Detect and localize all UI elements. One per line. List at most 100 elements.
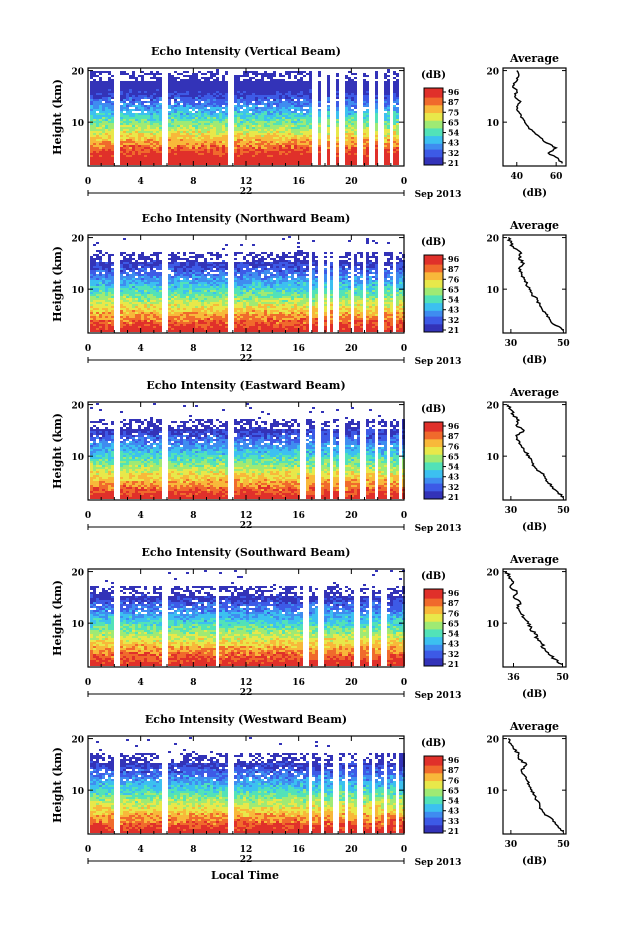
heatmap-cell — [189, 272, 192, 274]
heatmap-cell — [102, 119, 105, 121]
heatmap-cell — [396, 163, 399, 165]
heatmap-cell — [288, 147, 291, 149]
heatmap-cell — [396, 123, 399, 125]
heatmap-cell — [246, 133, 249, 135]
heatmap-cell — [276, 93, 279, 95]
heatmap-cell — [111, 149, 114, 151]
heatmap-cell — [186, 272, 189, 274]
heatmap-cell — [168, 127, 171, 129]
heatmap-cell — [222, 81, 225, 83]
heatmap-cell — [264, 115, 267, 117]
heatmap-cell — [138, 127, 141, 129]
heatmap-cell — [189, 103, 192, 105]
heatmap-cell — [396, 147, 399, 149]
heatmap-cell — [267, 147, 270, 149]
heatmap-cell — [156, 252, 159, 254]
heatmap-cell — [393, 133, 396, 135]
heatmap-cell — [144, 117, 147, 119]
heatmap-cell — [168, 290, 171, 292]
heatmap-cell — [264, 71, 267, 73]
heatmap-cell — [225, 119, 228, 121]
heatmap-cell — [396, 141, 399, 143]
heatmap-cell — [186, 163, 189, 165]
heatmap-cell — [141, 89, 144, 91]
heatmap-cell — [156, 260, 159, 262]
heatmap-cell — [150, 266, 153, 268]
heatmap-cell — [132, 89, 135, 91]
heatmap-cell — [129, 119, 132, 121]
heatmap-cell — [144, 322, 147, 324]
heatmap-cell — [90, 290, 93, 292]
heatmap-cell — [234, 111, 237, 113]
heatmap-cell — [291, 147, 294, 149]
heatmap-cell — [288, 109, 291, 111]
heatmap-cell — [291, 85, 294, 87]
heatmap-cell — [138, 157, 141, 159]
heatmap-cell — [129, 75, 132, 77]
heatmap-cell — [141, 304, 144, 306]
heatmap-cell — [210, 73, 213, 75]
heatmap-cell — [96, 242, 99, 244]
heatmap-cell — [336, 85, 339, 87]
heatmap-cell — [150, 129, 153, 131]
heatmap-cell — [126, 119, 129, 121]
heatmap-cell — [129, 87, 132, 89]
heatmap-cell — [108, 278, 111, 280]
heatmap-cell — [201, 306, 204, 308]
heatmap-cell — [135, 129, 138, 131]
heatmap-cell — [168, 145, 171, 147]
heatmap-cell — [306, 89, 309, 91]
heatmap-cell — [264, 145, 267, 147]
heatmap-cell — [255, 79, 258, 81]
heatmap-cell — [327, 155, 330, 157]
heatmap-cell — [129, 258, 132, 260]
heatmap-cell — [318, 129, 321, 131]
heatmap-cell — [261, 119, 264, 121]
heatmap-cell — [348, 149, 351, 151]
heatmap-cell — [96, 262, 99, 264]
heatmap-cell — [336, 133, 339, 135]
heatmap-cell — [189, 121, 192, 123]
profile-y-tick-label: 20 — [486, 68, 499, 78]
heatmap-cell — [366, 149, 369, 151]
heatmap-cell — [258, 109, 261, 111]
heatmap-cell — [294, 119, 297, 121]
heatmap-cell — [171, 302, 174, 304]
heatmap-cell — [336, 153, 339, 155]
heatmap-cell — [294, 111, 297, 113]
heatmap-cell — [153, 161, 156, 163]
heatmap-cell — [303, 81, 306, 83]
heatmap-cell — [303, 151, 306, 153]
heatmap-cell — [213, 73, 216, 75]
heatmap-cell — [159, 330, 162, 332]
heatmap-cell — [111, 322, 114, 324]
heatmap-cell — [270, 155, 273, 157]
heatmap-cell — [180, 296, 183, 298]
heatmap-cell — [108, 93, 111, 95]
heatmap-cell — [252, 89, 255, 91]
heatmap-cell — [237, 157, 240, 159]
heatmap-cell — [237, 147, 240, 149]
heatmap-cell — [171, 300, 174, 302]
heatmap-cell — [327, 75, 330, 77]
heatmap-cell — [129, 137, 132, 139]
heatmap-cell — [273, 103, 276, 105]
heatmap-cell — [384, 159, 387, 161]
heatmap-cell — [90, 145, 93, 147]
heatmap-cell — [297, 109, 300, 111]
heatmap-cell — [396, 93, 399, 95]
heatmap-cell — [327, 95, 330, 97]
heatmap-cell — [234, 137, 237, 139]
heatmap-cell — [153, 304, 156, 306]
heatmap-cell — [192, 304, 195, 306]
heatmap-cell — [141, 75, 144, 77]
heatmap-cell — [294, 139, 297, 141]
heatmap-cell — [192, 298, 195, 300]
heatmap-cell — [252, 125, 255, 127]
heatmap-cell — [336, 137, 339, 139]
heatmap-cell — [270, 91, 273, 93]
heatmap-cell — [132, 284, 135, 286]
heatmap-cell — [210, 97, 213, 99]
heatmap-cell — [255, 95, 258, 97]
x-tick-label: 16 — [292, 177, 305, 187]
